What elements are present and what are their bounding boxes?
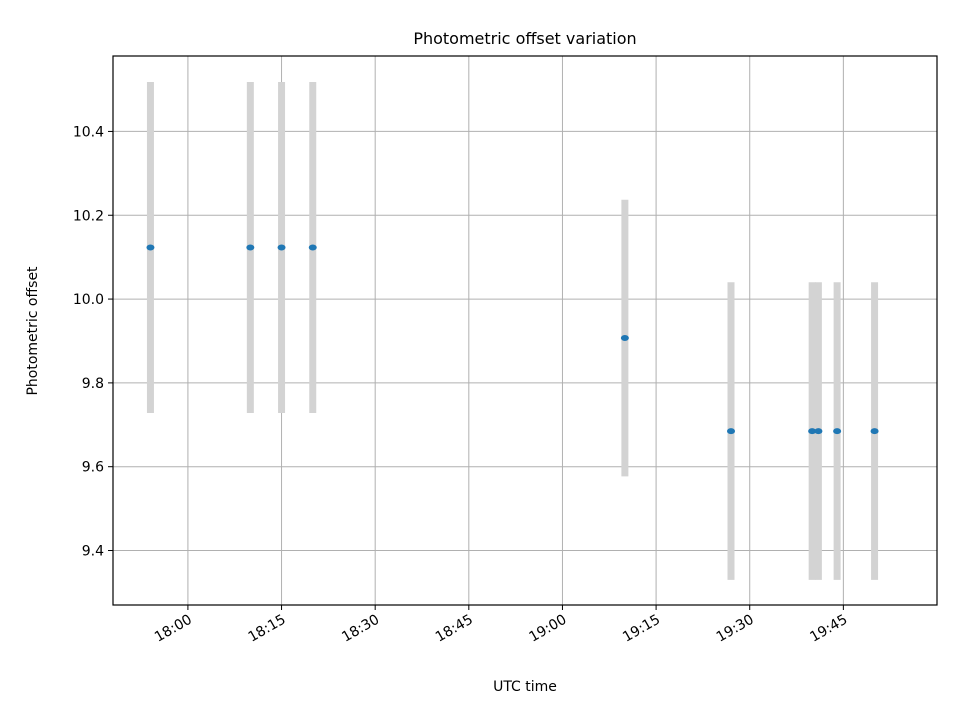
data-point: [870, 428, 879, 435]
data-point: [308, 244, 317, 251]
x-tick-label: 19:15: [620, 612, 663, 646]
x-tick-label: 19:30: [714, 612, 757, 646]
x-tick-label: 18:45: [433, 612, 476, 646]
y-tick-label: 10.0: [73, 292, 104, 308]
y-axis-label: Photometric offset: [25, 266, 41, 396]
x-tick-label: 19:45: [807, 612, 850, 646]
y-tick-label: 9.4: [82, 544, 104, 560]
data-point: [246, 244, 255, 251]
data-point: [808, 428, 817, 435]
chart-title: Photometric offset variation: [413, 29, 636, 48]
data-point: [727, 428, 735, 435]
x-tick-label: 19:00: [527, 612, 570, 646]
data-point: [833, 428, 842, 435]
x-tick-label: 18:30: [339, 612, 382, 646]
y-tick-label: 9.8: [82, 376, 104, 392]
data-point: [146, 244, 155, 251]
y-axis: 9.4 9.6 9.8 10.0 10.2 10.4: [73, 124, 113, 560]
error-bars: [146, 81, 879, 580]
y-tick-label: 9.6: [82, 460, 104, 476]
y-tick-label: 10.4: [73, 124, 104, 140]
x-tick-label: 18:00: [152, 612, 195, 646]
x-tick-label: 18:15: [246, 612, 289, 646]
data-point: [277, 244, 286, 251]
data-point: [620, 335, 629, 342]
plot-frame: [112, 55, 938, 606]
y-tick-label: 10.2: [73, 208, 104, 224]
data-points: [146, 244, 879, 435]
x-axis: 18:00 18:15 18:30 18:45 19:00 19:15 19:30 19:45: [152, 605, 850, 646]
x-axis-label: UTC time: [493, 679, 557, 695]
data-point: [814, 428, 823, 435]
